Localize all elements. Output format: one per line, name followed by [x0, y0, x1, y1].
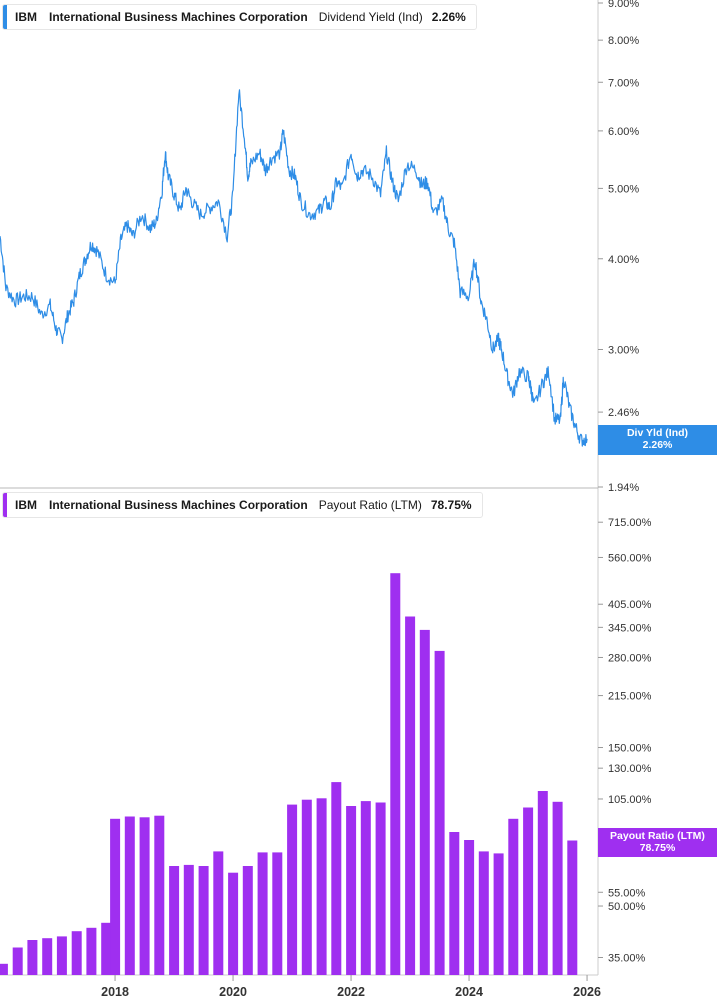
- payout-bar: [213, 851, 224, 975]
- payout-bar: [419, 629, 430, 975]
- payout-bar: [242, 866, 253, 975]
- y-tick-label: 3.00%: [608, 345, 639, 357]
- y-tick-label: 50.00%: [608, 901, 646, 913]
- payout-bar: [56, 936, 67, 975]
- dividend-yield-line: [0, 89, 588, 447]
- y-tick-label: 105.00%: [608, 794, 652, 806]
- payout-legend-swatch: [3, 493, 7, 517]
- payout-bar: [331, 782, 342, 975]
- payout-legend-symbol: IBM: [15, 498, 37, 512]
- y-tick-label: 6.00%: [608, 126, 639, 138]
- y-tick-label: 715.00%: [608, 517, 652, 529]
- payout-bar: [110, 818, 121, 975]
- x-tick-label: 2026: [573, 985, 601, 999]
- payout-bar: [272, 852, 283, 975]
- yield-legend: IBM International Business Machines Corp…: [2, 4, 477, 30]
- x-tick-label: 2024: [455, 985, 483, 999]
- payout-legend-value: 78.75%: [430, 498, 472, 512]
- y-tick-label: 5.00%: [608, 183, 639, 195]
- payout-bar: [493, 853, 504, 975]
- payout-bar: [346, 806, 357, 975]
- payout-bar: [101, 922, 112, 975]
- payout-bar: [86, 927, 97, 975]
- payout-bar: [464, 840, 475, 975]
- y-tick-label: 9.00%: [608, 0, 639, 10]
- y-tick-label: 405.00%: [608, 599, 652, 611]
- payout-bar: [183, 864, 194, 975]
- x-tick-label: 2018: [101, 985, 129, 999]
- y-tick-label: 280.00%: [608, 652, 652, 664]
- y-tick-label: 4.00%: [608, 254, 639, 266]
- yield-tag-label: Div Yld (Ind): [626, 427, 689, 439]
- payout-bar: [124, 816, 135, 975]
- y-tick-label: 55.00%: [608, 887, 646, 899]
- y-tick-label: 8.00%: [608, 35, 639, 47]
- payout-bar: [42, 938, 53, 975]
- payout-bar: [169, 866, 180, 975]
- yield-y-axis: 9.00% 8.00% 7.00% 6.00% 5.00% 4.00% 3.00% 2.46%…: [598, 0, 639, 494]
- y-tick-label: 130.00%: [608, 763, 652, 775]
- payout-tag-label: Payout Ratio (LTM): [610, 830, 705, 842]
- payout-bar: [301, 799, 312, 975]
- payout-bar: [567, 840, 578, 975]
- yield-legend-company: International Business Machines Corporat…: [49, 10, 308, 24]
- x-tick-label: 2020: [219, 985, 247, 999]
- payout-legend-company: International Business Machines Corporat…: [49, 498, 308, 512]
- yield-tag-value: 2.26%: [642, 439, 673, 451]
- payout-bar: [198, 866, 209, 975]
- payout-value-tag: Payout Ratio (LTM) 78.75%: [598, 828, 717, 857]
- payout-bar: [434, 650, 445, 975]
- payout-legend: IBM International Business Machines Corp…: [2, 492, 483, 518]
- payout-bar: [228, 872, 239, 975]
- payout-bar: [390, 573, 401, 975]
- payout-bar: [360, 801, 371, 975]
- payout-bar: [316, 798, 327, 975]
- payout-bar: [552, 801, 563, 975]
- payout-bar: [257, 852, 268, 975]
- payout-bar: [27, 940, 38, 975]
- payout-y-axis: 715.00% 560.00% 405.00% 345.00% 280.00% 215.0…: [598, 517, 652, 964]
- payout-bar: [0, 963, 8, 975]
- y-tick-label: 150.00%: [608, 743, 652, 755]
- payout-ratio-bars: [0, 573, 578, 975]
- payout-bar: [287, 804, 298, 975]
- payout-bar: [478, 851, 489, 975]
- yield-value-tag: Div Yld (Ind) 2.26%: [598, 425, 717, 455]
- payout-bar: [154, 815, 165, 975]
- y-tick-label: 345.00%: [608, 622, 652, 634]
- y-tick-label: 215.00%: [608, 691, 652, 703]
- payout-bar: [523, 807, 534, 975]
- yield-legend-metric: Dividend Yield (Ind): [318, 10, 423, 24]
- payout-bar: [405, 616, 416, 975]
- x-tick-label: 2022: [337, 985, 365, 999]
- y-tick-label: 560.00%: [608, 552, 652, 564]
- payout-bar: [449, 832, 460, 975]
- y-tick-label: 2.46%: [608, 407, 639, 419]
- payout-bar: [71, 931, 82, 975]
- y-tick-label: 1.94%: [608, 482, 639, 494]
- yield-legend-symbol: IBM: [15, 10, 37, 24]
- x-axis: 2018 2020 2022 2024 2026: [101, 975, 601, 999]
- yield-legend-value: 2.26%: [431, 10, 466, 24]
- payout-bar: [139, 817, 150, 975]
- payout-bar: [375, 802, 386, 975]
- yield-legend-swatch: [3, 5, 7, 29]
- payout-tag-value: 78.75%: [639, 842, 676, 854]
- payout-bar: [508, 818, 519, 975]
- y-tick-label: 35.00%: [608, 952, 646, 964]
- y-tick-label: 7.00%: [608, 77, 639, 89]
- payout-legend-metric: Payout Ratio (LTM): [318, 498, 422, 512]
- payout-bar: [12, 947, 23, 975]
- payout-bar: [537, 791, 548, 975]
